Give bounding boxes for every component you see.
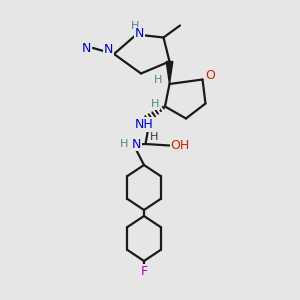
Text: F: F — [140, 265, 148, 278]
Text: H: H — [151, 99, 160, 109]
Text: N: N — [135, 27, 144, 40]
Text: H: H — [150, 132, 159, 142]
Text: N: N — [104, 43, 113, 56]
Text: H: H — [154, 75, 162, 85]
Text: H: H — [131, 21, 139, 31]
Text: O: O — [205, 69, 215, 82]
Text: NH: NH — [135, 118, 154, 131]
Text: N: N — [82, 41, 91, 55]
Text: OH: OH — [170, 139, 190, 152]
Text: H: H — [120, 139, 129, 149]
Text: N: N — [132, 137, 141, 151]
Polygon shape — [166, 61, 173, 84]
